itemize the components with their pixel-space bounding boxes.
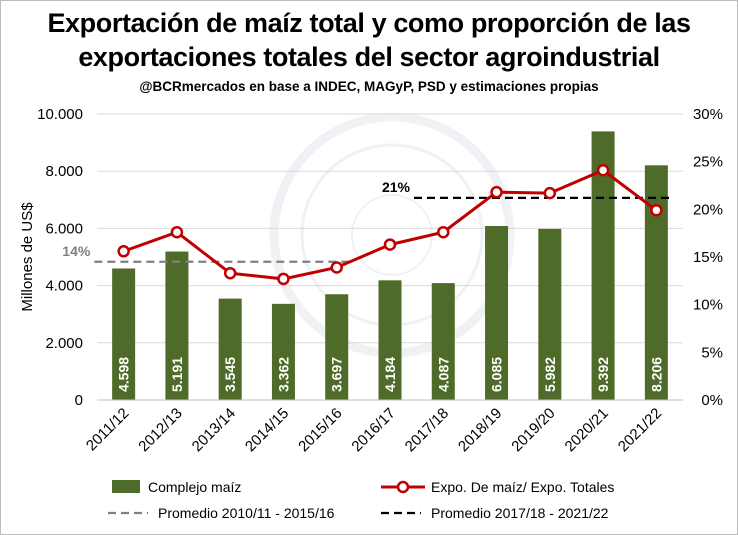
ratio-point — [490, 185, 503, 199]
x-tick-label: 2016/17 — [348, 405, 398, 455]
ratio-point — [383, 238, 397, 251]
x-tick-label: 2018/19 — [455, 405, 505, 455]
y2-tick-label: 0% — [701, 392, 723, 409]
chart-title-line-2: exportaciones totales del sector agroind… — [78, 42, 660, 72]
legend-label: Promedio 2010/11 - 2015/16 — [158, 505, 335, 521]
legend-label: Complejo maíz — [148, 479, 241, 495]
y-tick-label: 4.000 — [45, 278, 83, 295]
x-tick-label: 2012/13 — [135, 405, 185, 455]
x-tick-label: 2017/18 — [402, 405, 452, 455]
average-label: 14% — [62, 243, 91, 259]
y2-tick-label: 15% — [693, 249, 723, 266]
bar — [378, 280, 402, 400]
chart-title-line-1: Exportación de maíz total y como proporc… — [47, 8, 691, 38]
bar-value-label: 3.697 — [329, 357, 345, 392]
x-tick-label: 2011/12 — [83, 405, 133, 455]
legend-swatch-marker — [396, 480, 410, 494]
bar-value-label: 8.206 — [648, 357, 664, 392]
bar — [485, 225, 509, 400]
y-tick-label: 6.000 — [45, 220, 83, 237]
x-tick-label: 2019/20 — [508, 405, 558, 455]
y-tick-label: 10.000 — [37, 106, 83, 123]
ratio-point — [650, 204, 663, 217]
ratio-point — [223, 266, 237, 280]
ratio-line-series — [117, 163, 663, 286]
y2-tick-label: 30% — [693, 106, 723, 123]
ratio-point — [543, 186, 557, 200]
bar — [165, 251, 189, 400]
bar — [644, 165, 668, 400]
bar-value-label: 5.191 — [169, 357, 185, 392]
bar — [218, 298, 242, 400]
x-tick-label: 2014/15 — [242, 405, 292, 455]
ratio-point — [330, 261, 343, 274]
bar-value-label: 6.085 — [489, 357, 505, 392]
average-lines: 14% 21% — [62, 179, 673, 263]
y2-tick-label: 5% — [701, 344, 723, 361]
chart-subtitle: @BCRmercados en base a INDEC, MAGyP, PSD… — [139, 79, 599, 94]
bar — [271, 303, 295, 400]
ratio-point — [437, 225, 450, 239]
x-tick-label: 2015/16 — [295, 405, 345, 455]
bar-value-label: 3.545 — [222, 357, 238, 392]
bar-value-label: 3.362 — [275, 357, 291, 392]
average-label: 21% — [382, 179, 411, 195]
legend: Complejo maíz Expo. De maíz/ Expo. Totale… — [108, 479, 614, 521]
bar-series: 4.598 5.191 3.545 3.362 3.697 4.184 4.087 6.085… — [112, 131, 668, 400]
bar — [431, 283, 455, 400]
bar — [325, 294, 349, 400]
bar-value-label: 4.184 — [382, 357, 398, 392]
y2-tick-label: 20% — [693, 201, 723, 218]
ratio-point — [117, 245, 130, 258]
bar-value-label: 4.087 — [435, 357, 451, 392]
y2-tick-label: 10% — [693, 297, 723, 314]
bar — [112, 268, 136, 400]
ratio-point — [170, 225, 184, 239]
ratio-point — [596, 163, 610, 177]
bar — [538, 228, 562, 400]
bar-value-label: 4.598 — [116, 357, 132, 392]
y-tick-label: 0 — [75, 392, 83, 409]
y-tick-label: 8.000 — [45, 163, 83, 180]
legend-label: Promedio 2017/18 - 2021/22 — [431, 505, 609, 521]
y-tick-label: 2.000 — [45, 335, 83, 352]
y2-tick-label: 25% — [693, 154, 723, 171]
bar-value-label: 9.392 — [595, 357, 611, 392]
y-axis-title: Millones de US$ — [19, 202, 36, 312]
bar-value-label: 5.982 — [542, 357, 558, 392]
ratio-point — [277, 272, 290, 286]
x-tick-label: 2020/21 — [562, 405, 612, 455]
legend-label: Expo. De maíz/ Expo. Totales — [431, 479, 614, 495]
legend-swatch-bar — [112, 480, 140, 493]
x-tick-label: 2021/22 — [615, 405, 665, 455]
x-tick-label: 2013/14 — [189, 405, 239, 455]
